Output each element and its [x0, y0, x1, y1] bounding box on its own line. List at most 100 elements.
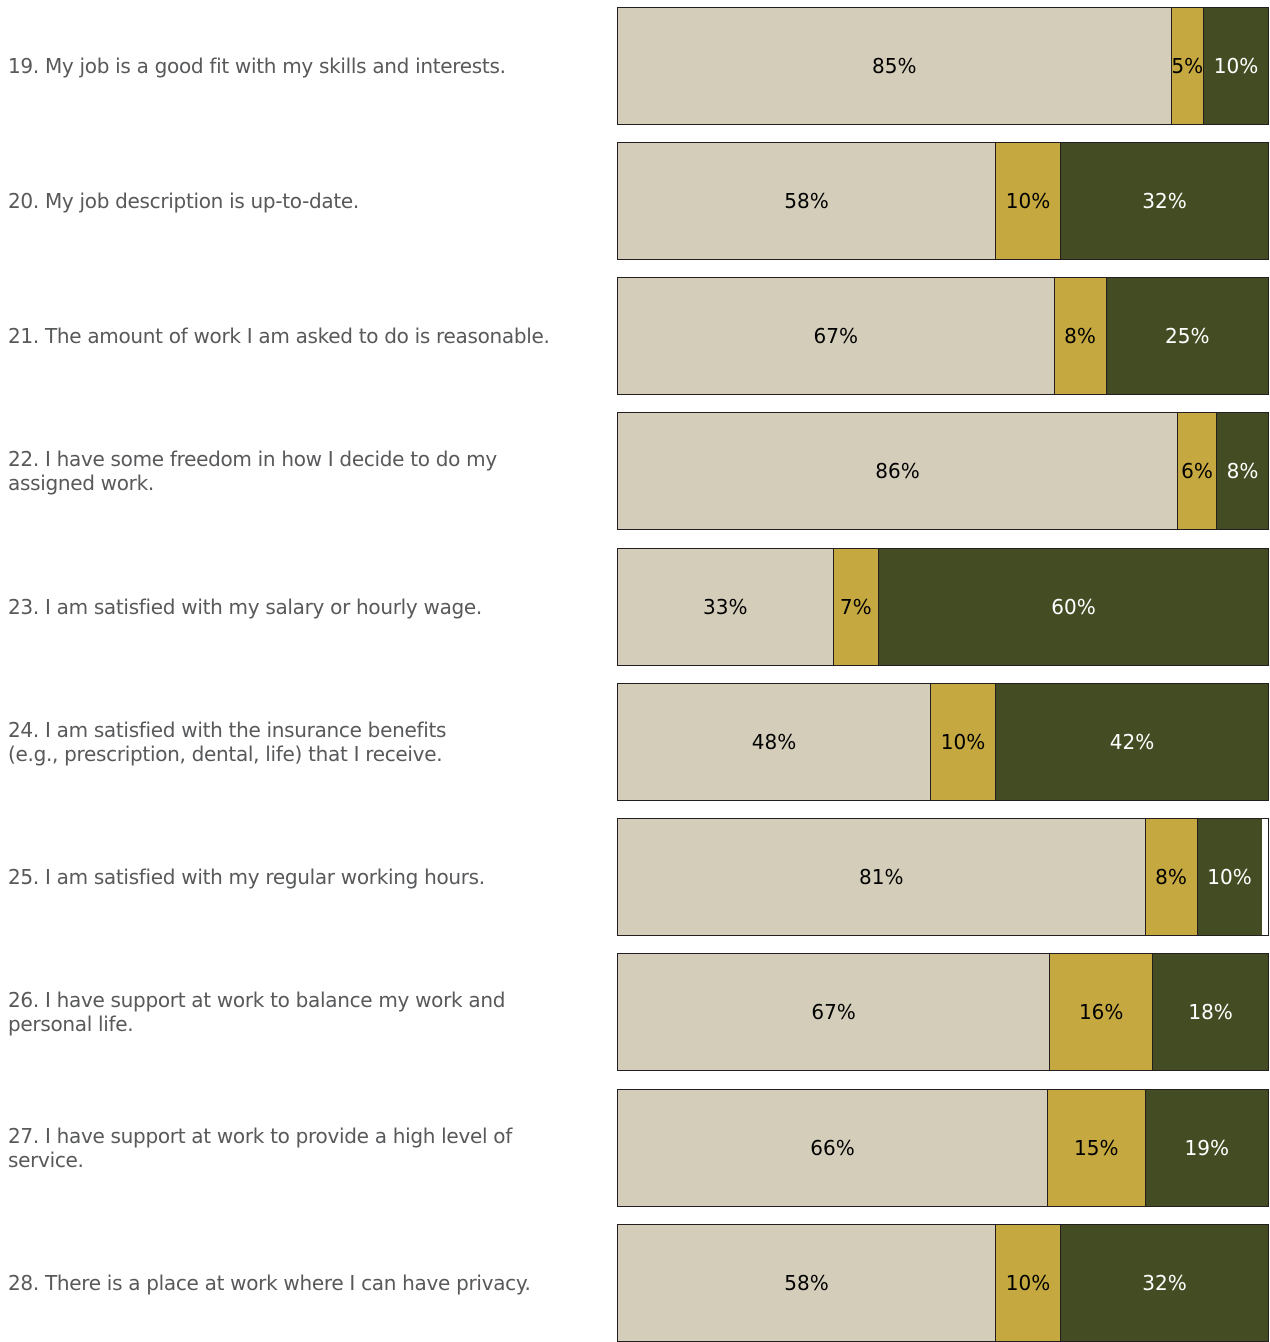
bar-segment-agree: 85%	[618, 8, 1171, 124]
data-label: 16%	[1078, 1000, 1124, 1024]
bar-segment-neutral: 8%	[1053, 278, 1106, 394]
question-label: 23. I am satisfied with my salary or hou…	[8, 548, 588, 666]
question-label: 21. The amount of work I am asked to do …	[8, 277, 588, 395]
stacked-bar: 67% 8% 25%	[617, 277, 1269, 395]
stacked-bar: 66% 15% 19%	[617, 1089, 1269, 1207]
data-label: 86%	[875, 459, 920, 483]
bar-segment-disagree: 10%	[1196, 819, 1262, 935]
data-label: 19%	[1184, 1136, 1229, 1160]
bar-segment-neutral: 6%	[1177, 413, 1216, 529]
bar-segment-agree: 58%	[618, 1225, 995, 1341]
stacked-bar: 85% 5% 10%	[617, 7, 1269, 125]
question-label: 28. There is a place at work where I can…	[8, 1224, 588, 1342]
data-label: 32%	[1142, 189, 1187, 213]
bar-segment-disagree: 19%	[1144, 1090, 1268, 1206]
chart-row: 19. My job is a good fit with my skills …	[0, 7, 1270, 125]
question-text: 25. I am satisfied with my regular worki…	[8, 865, 485, 889]
question-text: 19. My job is a good fit with my skills …	[8, 54, 506, 78]
bar-segment-disagree: 32%	[1060, 1225, 1268, 1341]
bar-segment-disagree: 25%	[1105, 278, 1268, 394]
data-label: 18%	[1188, 1000, 1233, 1024]
data-label: 58%	[784, 189, 829, 213]
data-label: 33%	[703, 595, 748, 619]
question-label: 27. I have support at work to provide a …	[8, 1089, 588, 1207]
data-label: 10%	[1005, 189, 1051, 213]
question-text: 23. I am satisfied with my salary or hou…	[8, 595, 482, 619]
question-text: 20. My job description is up-to-date.	[8, 189, 359, 213]
data-label: 85%	[872, 54, 917, 78]
question-label: 19. My job is a good fit with my skills …	[8, 7, 588, 125]
bar-segment-neutral: 10%	[930, 684, 995, 800]
bar-segment-agree: 81%	[618, 819, 1145, 935]
bar-segment-neutral: 10%	[995, 143, 1060, 259]
data-label: 5%	[1171, 54, 1204, 78]
data-label: 8%	[1064, 324, 1096, 348]
data-label: 7%	[839, 595, 872, 619]
bar-segment-agree: 48%	[618, 684, 930, 800]
bar-segment-disagree: 42%	[995, 684, 1268, 800]
data-label: 81%	[859, 865, 904, 889]
data-label: 42%	[1109, 730, 1155, 754]
question-text: 26. I have support at work to balance my…	[8, 988, 506, 1036]
bar-segment-disagree: 32%	[1060, 143, 1268, 259]
question-label: 26. I have support at work to balance my…	[8, 953, 588, 1071]
question-label: 22. I have some freedom in how I decide …	[8, 412, 588, 530]
stacked-bar: 58% 10% 32%	[617, 1224, 1269, 1342]
bar-segment-disagree: 8%	[1216, 413, 1268, 529]
chart-row: 27. I have support at work to provide a …	[0, 1089, 1270, 1207]
stacked-bar: 33% 7% 60%	[617, 548, 1269, 666]
data-label: 10%	[1005, 1271, 1051, 1295]
chart-row: 25. I am satisfied with my regular worki…	[0, 818, 1270, 936]
data-label: 25%	[1165, 324, 1210, 348]
question-label: 25. I am satisfied with my regular worki…	[8, 818, 588, 936]
stacked-bar: 67% 16% 18%	[617, 953, 1269, 1071]
data-label: 8%	[1226, 459, 1259, 483]
data-label: 10%	[940, 730, 986, 754]
chart-row: 22. I have some freedom in how I decide …	[0, 412, 1270, 530]
stacked-bar: 58% 10% 32%	[617, 142, 1269, 260]
chart-row: 28. There is a place at work where I can…	[0, 1224, 1270, 1342]
bar-segment-agree: 86%	[618, 413, 1177, 529]
data-label: 10%	[1213, 54, 1259, 78]
question-text: 28. There is a place at work where I can…	[8, 1271, 531, 1295]
data-label: 67%	[811, 1000, 856, 1024]
question-label: 20. My job description is up-to-date.	[8, 142, 588, 260]
bar-segment-disagree: 60%	[878, 549, 1268, 665]
data-label: 48%	[751, 730, 797, 754]
data-label: 60%	[1051, 595, 1096, 619]
bar-segment-neutral: 16%	[1049, 954, 1153, 1070]
bar-segment-agree: 67%	[618, 954, 1050, 1070]
data-label: 66%	[810, 1136, 855, 1160]
data-label: 8%	[1155, 865, 1187, 889]
bar-segment-neutral: 15%	[1047, 1090, 1145, 1206]
bar-segment-disagree: 10%	[1203, 8, 1268, 124]
bar-segment-disagree: 18%	[1152, 954, 1268, 1070]
bar-segment-agree: 58%	[618, 143, 995, 259]
data-label: 67%	[813, 324, 858, 348]
question-text: 21. The amount of work I am asked to do …	[8, 324, 550, 348]
bar-segment-neutral: 8%	[1144, 819, 1197, 935]
data-label: 32%	[1142, 1271, 1187, 1295]
bar-segment-neutral: 7%	[832, 549, 878, 665]
chart-row: 24. I am satisfied with the insurance be…	[0, 683, 1270, 801]
question-text: 24. I am satisfied with the insurance be…	[8, 718, 447, 766]
data-label: 58%	[784, 1271, 829, 1295]
bar-segment-agree: 67%	[618, 278, 1054, 394]
stacked-bar: 86% 6% 8%	[617, 412, 1269, 530]
chart-row: 20. My job description is up-to-date. 58%…	[0, 142, 1270, 260]
question-text: 22. I have some freedom in how I decide …	[8, 447, 497, 495]
bar-segment-neutral: 5%	[1170, 8, 1204, 124]
stacked-bar: 48% 10% 42%	[617, 683, 1269, 801]
chart-row: 23. I am satisfied with my salary or hou…	[0, 548, 1270, 666]
question-text: 27. I have support at work to provide a …	[8, 1124, 512, 1172]
bar-segment-agree: 33%	[618, 549, 833, 665]
chart-row: 21. The amount of work I am asked to do …	[0, 277, 1270, 395]
bar-segment-agree: 66%	[618, 1090, 1047, 1206]
data-label: 15%	[1074, 1136, 1119, 1160]
chart-row: 26. I have support at work to balance my…	[0, 953, 1270, 1071]
stacked-bar: 81% 8% 10%	[617, 818, 1269, 936]
data-label: 10%	[1207, 865, 1252, 889]
bar-segment-neutral: 10%	[995, 1225, 1060, 1341]
data-label: 6%	[1181, 459, 1213, 483]
question-label: 24. I am satisfied with the insurance be…	[8, 683, 588, 801]
